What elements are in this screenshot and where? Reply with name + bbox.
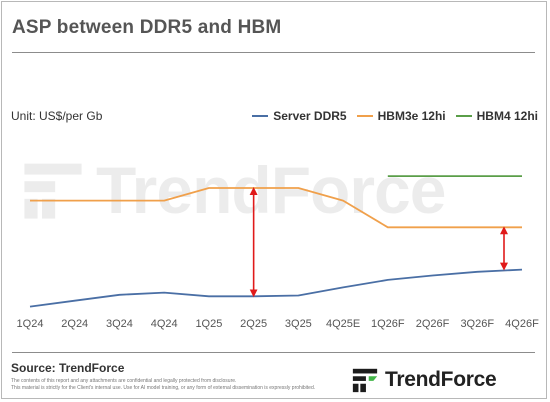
disclaimer-line: The contents of this report and any atta… (11, 378, 237, 384)
x-tick-label: 2Q26F (416, 318, 450, 330)
legend-item-server-ddr5: Server DDR5 (252, 109, 347, 123)
disclaimer-line: This material is strictly for the Client… (11, 385, 316, 391)
legend-swatch-hbm4 (455, 115, 472, 117)
x-axis-ticks: 1Q24 2Q24 3Q24 4Q24 1Q25 2Q25 3Q25 4Q25E 1Q26F 2Q… (17, 318, 540, 330)
trendforce-logo: TrendForce (351, 366, 497, 394)
x-tick-label: 2Q24 (61, 318, 88, 330)
disclaimer: The contents of this report and any atta… (11, 378, 315, 392)
legend-label-server-ddr5: Server DDR5 (273, 109, 347, 123)
legend-swatch-hbm3e (356, 115, 373, 117)
series-line-server-ddr5 (29, 268, 523, 308)
source-label: Source: TrendForce (11, 361, 125, 375)
legend-item-hbm3e: HBM3e 12hi (356, 109, 446, 123)
series-layer (29, 175, 523, 308)
chart-title: ASP between DDR5 and HBM (12, 17, 282, 38)
legend-label-hbm4: HBM4 12hi (476, 109, 538, 123)
x-tick-label: 3Q25 (285, 318, 312, 330)
x-tick-label: 3Q24 (106, 318, 133, 330)
x-tick-label: 1Q24 (17, 318, 44, 330)
chart-legend: Server DDR5 HBM3e 12hi HBM4 12hi (252, 109, 538, 123)
annotation-layer (249, 186, 508, 298)
title-divider (12, 52, 535, 53)
x-tick-label: 1Q26F (371, 318, 405, 330)
x-tick-label: 4Q25E (326, 318, 360, 330)
source-divider (12, 352, 535, 353)
unit-label: Unit: US$/per Gb (11, 109, 103, 123)
x-tick-label: 2Q25 (240, 318, 267, 330)
x-tick-label: 3Q26F (460, 318, 494, 330)
x-tick-label: 1Q25 (195, 318, 222, 330)
x-tick-label: 4Q26F (505, 318, 539, 330)
legend-label-hbm3e: HBM3e 12hi (377, 109, 446, 123)
legend-swatch-server-ddr5 (252, 115, 269, 117)
x-tick-label: 4Q24 (151, 318, 178, 330)
trendforce-logo-icon (352, 368, 378, 393)
logo-text: TrendForce (385, 368, 497, 391)
legend-item-hbm4: HBM4 12hi (455, 109, 538, 123)
series-line-hbm3e-12hi (30, 187, 522, 229)
